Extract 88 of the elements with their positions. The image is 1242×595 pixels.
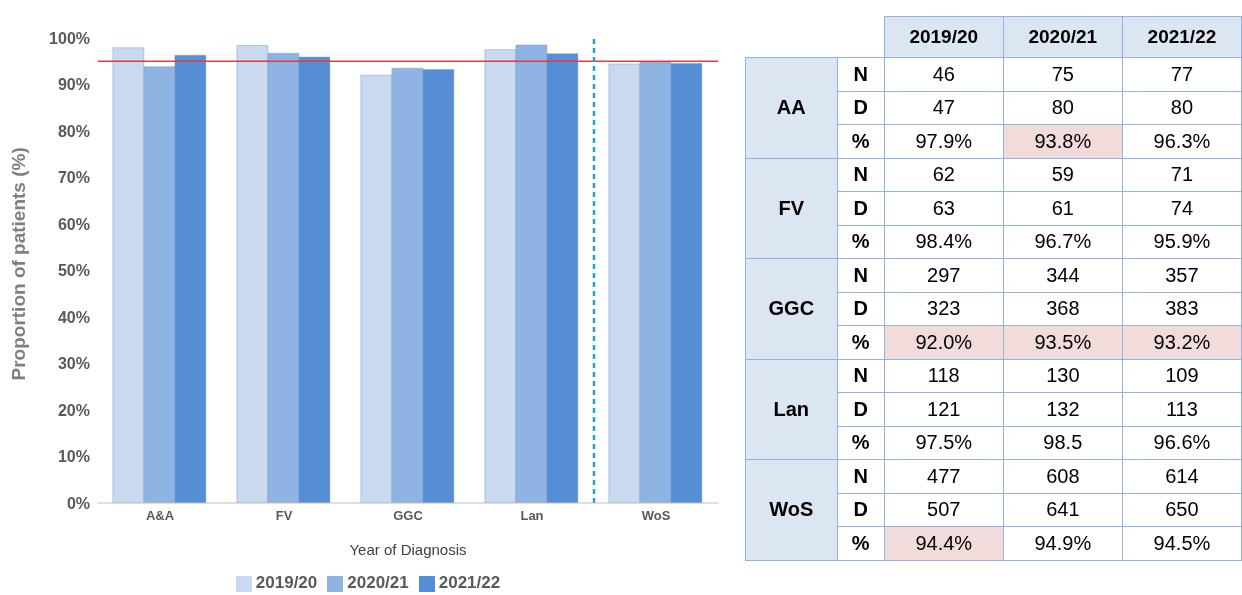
- x-tick-label: 2021/22: [1122, 16, 1242, 58]
- legend-label: 2020/21: [347, 573, 409, 592]
- y-tick-label: D: [837, 191, 885, 225]
- y-tick-label: N: [837, 158, 885, 192]
- y-tick-label: 90%: [57, 76, 90, 94]
- data-label: 96.7%: [1003, 225, 1123, 259]
- data-label: 61: [1003, 191, 1123, 225]
- y-tick-label: N: [837, 359, 885, 393]
- data-label: 75: [1003, 57, 1123, 91]
- data-label: 368: [1003, 292, 1123, 326]
- y-tick-label: 40%: [57, 308, 90, 326]
- data-label: 344: [1003, 258, 1123, 292]
- y-tick-label: 60%: [57, 215, 90, 233]
- data-label: 477: [884, 459, 1004, 493]
- data-label: 80: [1003, 91, 1123, 125]
- y-tick-label: %: [837, 426, 885, 460]
- data-label: 93.5%: [1003, 325, 1123, 359]
- data-label: 93.2%: [1122, 325, 1242, 359]
- data-label: 132: [1003, 392, 1123, 426]
- data-label: 614: [1122, 459, 1242, 493]
- data-label: 71: [1122, 158, 1242, 192]
- data-label: 297: [884, 258, 1004, 292]
- data-label: 94.4%: [884, 526, 1004, 560]
- data-label: 650: [1122, 493, 1242, 527]
- y-tick-label: N: [837, 57, 885, 91]
- data-label: 98.4%: [884, 225, 1004, 259]
- data-label: 608: [1003, 459, 1123, 493]
- data-label: 130: [1003, 359, 1123, 393]
- y-tick-label: D: [837, 91, 885, 125]
- data-label: 74: [1122, 191, 1242, 225]
- data-label: 95.9%: [1122, 225, 1242, 259]
- y2-tick-label: GGC: [745, 258, 838, 359]
- data-label: 109: [1122, 359, 1242, 393]
- y-tick-label: %: [837, 225, 885, 259]
- data-label: 118: [884, 359, 1004, 393]
- data-label: 507: [884, 493, 1004, 527]
- data-label: 92.0%: [884, 325, 1004, 359]
- y-axis-title: Proportion of patients (%): [7, 147, 29, 381]
- data-label: 641: [1003, 493, 1123, 527]
- legend-label: 2021/22: [438, 573, 501, 592]
- y-tick-label: N: [837, 459, 885, 493]
- data-label: 383: [1122, 292, 1242, 326]
- y-tick-label: 10%: [57, 448, 90, 466]
- x-tick-label: WoS: [641, 508, 671, 524]
- y-tick-label: %: [837, 526, 885, 560]
- y-tick-label: 50%: [57, 262, 90, 280]
- x-axis-title: Year of Diagnosis: [349, 541, 467, 558]
- data-label: 62: [884, 158, 1004, 192]
- data-label: 97.9%: [884, 124, 1004, 158]
- y-tick-label: 80%: [57, 122, 90, 140]
- data-label: 77: [1122, 57, 1242, 91]
- x-tick-label: A&A: [145, 508, 175, 524]
- data-label: 59: [1003, 158, 1123, 192]
- y-tick-label: 70%: [57, 169, 90, 187]
- y-tick-label: D: [837, 292, 885, 326]
- data-label: 80: [1122, 91, 1242, 125]
- x-tick-label: FV: [275, 508, 293, 524]
- data-label: 94.5%: [1122, 526, 1242, 560]
- x-tick-label: 2019/20: [884, 16, 1004, 58]
- x-tick-label: 2020/21: [1003, 16, 1123, 58]
- y-tick-label: %: [837, 325, 885, 359]
- data-label: 323: [884, 292, 1004, 326]
- y-tick-label: 30%: [57, 355, 90, 373]
- y-tick-label: D: [837, 493, 885, 527]
- data-label: 97.5%: [884, 426, 1004, 460]
- legend-label: 2019/20: [255, 573, 318, 592]
- y2-tick-label: Lan: [745, 359, 838, 460]
- data-label: 63: [884, 191, 1004, 225]
- data-label: 121: [884, 392, 1004, 426]
- y-tick-label: 20%: [57, 401, 90, 419]
- y-tick-label: %: [837, 124, 885, 158]
- y-tick-label: 0%: [66, 494, 90, 512]
- data-label: 96.6%: [1122, 426, 1242, 460]
- data-label: 113: [1122, 392, 1242, 426]
- data-label: 93.8%: [1003, 124, 1123, 158]
- data-label: 94.9%: [1003, 526, 1123, 560]
- y2-tick-label: FV: [745, 158, 838, 259]
- data-label: 98.5: [1003, 426, 1123, 460]
- x-tick-label: GGC: [393, 508, 424, 524]
- y-tick-label: 100%: [49, 29, 90, 47]
- data-label: 96.3%: [1122, 124, 1242, 158]
- y-tick-label: N: [837, 258, 885, 292]
- y-tick-label: D: [837, 392, 885, 426]
- data-label: 357: [1122, 258, 1242, 292]
- x-tick-label: Lan: [520, 508, 544, 524]
- y2-tick-label: AA: [745, 57, 838, 158]
- data-label: 47: [884, 91, 1004, 125]
- data-label: 46: [884, 57, 1004, 91]
